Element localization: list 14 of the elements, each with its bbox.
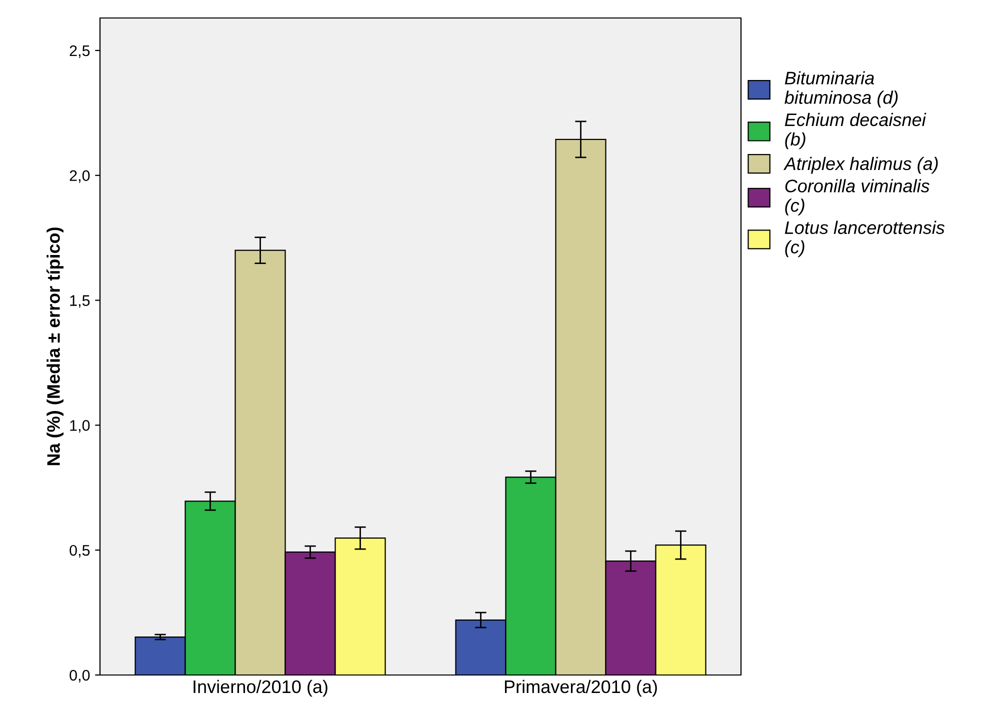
y-tick-label: 0,5 [70, 544, 90, 558]
y-tick-label: 1,5 [70, 295, 90, 308]
legend-label: Atriplex halimus (a) [783, 156, 938, 174]
y-tick-label: 0,0 [70, 670, 90, 682]
y-axis-title: Na (%) (Media ± error típico) [46, 228, 64, 466]
y-tick-label: 2,0 [70, 170, 90, 183]
y-tick-label: 1,0 [70, 420, 90, 433]
x-tick-label: Primavera/2010 (a) [504, 680, 657, 697]
legend-label: Lotus lancerottensis (c) [784, 220, 945, 258]
x-tick-label: Invierno/2010 (a) [194, 680, 328, 697]
legend-label: Echium decaisnei (b) [784, 112, 926, 150]
y-tick-label: 2,5 [70, 45, 90, 58]
legend-label: Bituminaria bituminosa (d) [784, 71, 898, 108]
legend-label: Coronilla viminalis (c) [785, 179, 930, 216]
